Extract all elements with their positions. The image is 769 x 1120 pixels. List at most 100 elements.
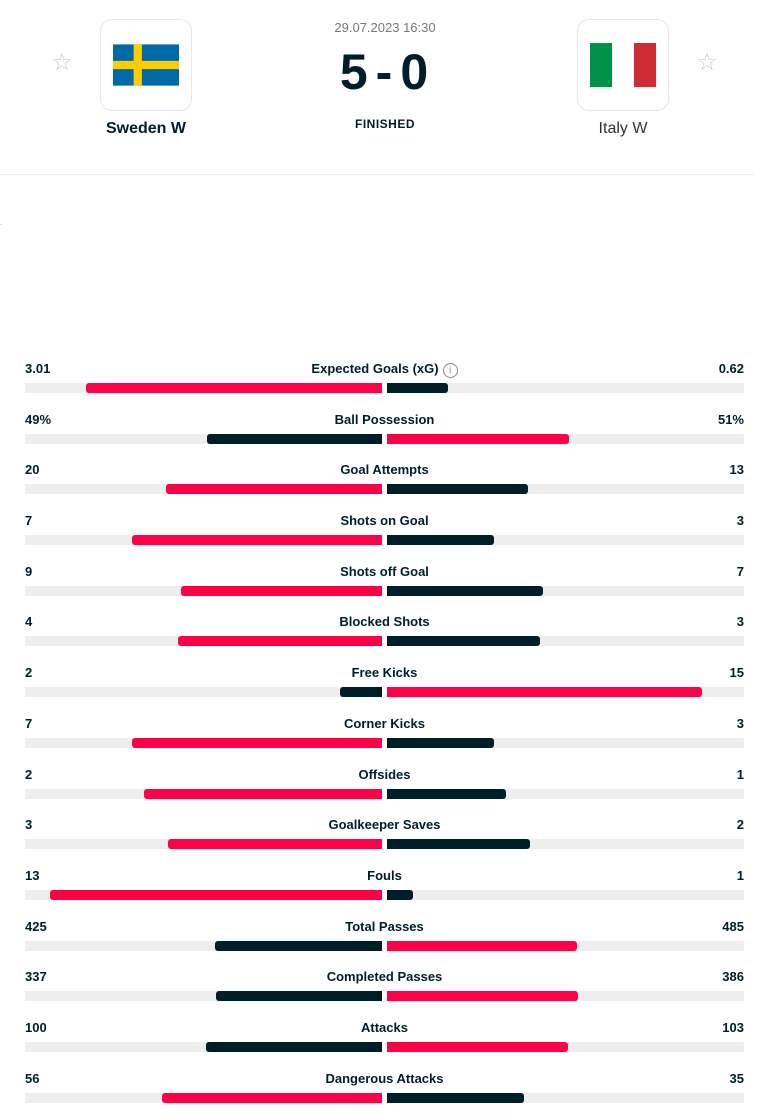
stat-home-value: 20 — [25, 462, 40, 478]
stat-row: 2 Free Kicks 15 — [25, 664, 744, 715]
stat-row: 9 Shots off Goal 7 — [25, 563, 744, 614]
stat-bar-away-track — [387, 433, 744, 444]
stat-bar-home-track — [25, 737, 382, 748]
stat-row: 7 Shots on Goal 3 — [25, 512, 744, 563]
stat-bar-away-fill — [387, 788, 506, 799]
stat-values: 2 Offsides 1 — [25, 766, 744, 784]
stat-bar-away-track — [387, 1041, 744, 1052]
stat-home-value: 425 — [25, 918, 47, 934]
stat-home-value: 49% — [25, 411, 52, 427]
stat-values: 2 Free Kicks 15 — [25, 664, 744, 682]
stat-bar-home-track — [25, 433, 382, 444]
stat-bar-away-track — [387, 788, 744, 799]
stat-bar-home-track — [25, 889, 382, 900]
stat-label: Dangerous Attacks — [25, 1070, 744, 1088]
stat-home-value: 100 — [25, 1019, 47, 1035]
italy-flag-icon — [590, 43, 656, 87]
stat-bar-home-track — [25, 1092, 382, 1103]
stat-home-value: 2 — [25, 665, 33, 681]
stat-label-text: Offsides — [358, 766, 411, 782]
stat-row: 2 Offsides 1 — [25, 766, 744, 817]
stat-bar — [25, 991, 744, 1002]
stat-values: 100 Attacks 103 — [25, 1019, 744, 1037]
stat-values: 7 Corner Kicks 3 — [25, 715, 744, 733]
match-score: 5-0 — [285, 42, 485, 102]
stat-home-value: 7 — [25, 715, 33, 731]
away-team-name[interactable]: Italy W — [598, 120, 648, 137]
stat-bar-home-track — [25, 687, 382, 698]
favorite-away-star-icon[interactable]: ☆ — [696, 49, 718, 76]
stat-bar-away-fill — [387, 687, 702, 698]
statistics-list: 3.01 Expected Goals (xG) i 0.62 49% Ball Poss… — [25, 360, 744, 1120]
stat-bar-home-track — [25, 788, 382, 799]
home-team-logo[interactable] — [100, 19, 192, 111]
stat-bar-away-fill — [387, 940, 577, 951]
stat-away-value: 51% — [717, 411, 744, 427]
stat-bar-away-fill — [387, 535, 494, 546]
divider — [0, 224, 2, 225]
stat-bar-home-track — [25, 636, 382, 647]
stat-bar-away-fill — [387, 636, 540, 647]
stat-home-value: 4 — [25, 614, 33, 630]
stat-away-value: 3 — [736, 513, 744, 529]
stat-label-text: Goalkeeper Saves — [328, 817, 441, 833]
stat-away-value: 1 — [736, 867, 744, 883]
stat-bar-away-track — [387, 383, 744, 393]
stat-label-text: Completed Passes — [326, 969, 443, 985]
stat-bar-away-fill — [387, 991, 578, 1002]
score-home: 5 — [339, 44, 370, 100]
stat-bar-home-fill — [207, 433, 382, 444]
stat-bar-home-fill — [50, 889, 382, 900]
stat-label-text: Free Kicks — [351, 665, 418, 681]
favorite-home-star-icon[interactable]: ☆ — [51, 49, 73, 76]
stat-label-text: Corner Kicks — [344, 715, 425, 731]
stat-bar-home-track — [25, 940, 382, 951]
stat-label-text: Shots on Goal — [340, 513, 429, 529]
stat-bar — [25, 788, 744, 799]
stat-bar — [25, 839, 744, 850]
stat-label-text: Total Passes — [345, 918, 424, 934]
stat-bar-home-fill — [178, 636, 382, 647]
stat-bar — [25, 737, 744, 748]
stat-bar-away-track — [387, 687, 744, 698]
stat-bar-home-fill — [86, 383, 382, 393]
stat-bar-home-fill — [181, 585, 382, 596]
stat-bar — [25, 585, 744, 596]
stat-home-value: 3 — [25, 817, 33, 833]
stat-home-value: 337 — [25, 969, 47, 985]
stat-bar — [25, 1092, 744, 1103]
stat-label-text: Ball Possession — [334, 411, 435, 427]
stat-values: 3.01 Expected Goals (xG) i 0.62 — [25, 360, 744, 378]
stat-bar-home-track — [25, 1041, 382, 1052]
stat-row: 20 Goal Attempts 13 — [25, 461, 744, 512]
stat-away-value: 3 — [736, 715, 744, 731]
stat-bar-away-track — [387, 535, 744, 546]
stat-label: Attacks — [25, 1019, 744, 1037]
match-header: ☆ Sweden W 29.07.2023 16:30 5-0 FINISHED… — [0, 0, 754, 175]
stat-bar-home-fill — [215, 940, 382, 951]
stat-bar-away-fill — [387, 1092, 524, 1103]
stat-bar — [25, 433, 744, 444]
stat-label: Expected Goals (xG) i — [25, 360, 744, 378]
stat-bar-home-track — [25, 585, 382, 596]
stat-values: 9 Shots off Goal 7 — [25, 563, 744, 581]
info-icon[interactable]: i — [442, 363, 458, 378]
stat-away-value: 0.62 — [718, 361, 744, 376]
home-team-name[interactable]: Sweden W — [105, 120, 186, 137]
stat-bar-away-fill — [387, 737, 494, 748]
stat-away-value: 103 — [722, 1019, 744, 1035]
stat-bar-home-track — [25, 991, 382, 1002]
stat-bar-away-fill — [387, 383, 448, 393]
match-status: FINISHED — [354, 117, 415, 131]
stat-label-text: Blocked Shots — [339, 614, 430, 630]
stat-bar-home-fill — [132, 737, 382, 748]
stat-label: Total Passes — [25, 918, 744, 936]
away-team-logo[interactable] — [577, 19, 669, 111]
stat-bar-home-fill — [144, 788, 382, 799]
stat-bar-away-fill — [387, 839, 530, 850]
stat-bar-away-track — [387, 889, 744, 900]
stat-values: 337 Completed Passes 386 — [25, 968, 744, 986]
stat-away-value: 7 — [736, 563, 744, 579]
stat-away-value: 13 — [729, 462, 744, 478]
stat-label-text: Dangerous Attacks — [325, 1070, 444, 1086]
